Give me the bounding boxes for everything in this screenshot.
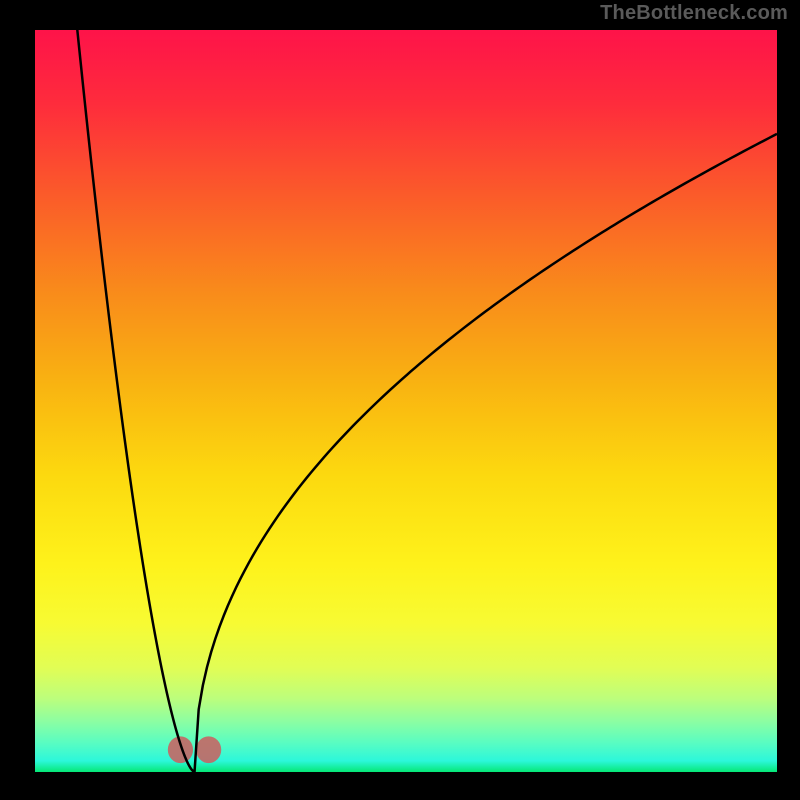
bottleneck-curve: [76, 30, 777, 772]
bottom-lobe: [196, 736, 221, 763]
curve-svg: [35, 30, 777, 772]
plot-area: [35, 30, 777, 772]
chart-container: TheBottleneck.com: [0, 0, 800, 800]
watermark-text: TheBottleneck.com: [600, 2, 788, 25]
